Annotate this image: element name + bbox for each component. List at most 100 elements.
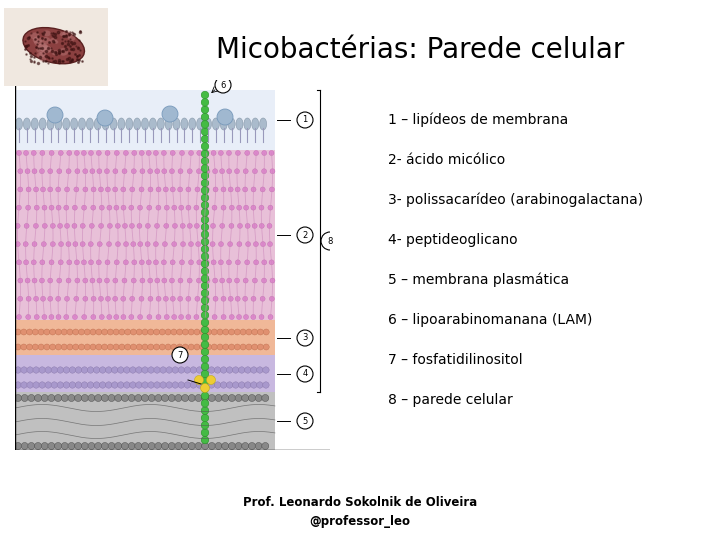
Circle shape bbox=[81, 395, 89, 402]
Circle shape bbox=[76, 382, 81, 388]
Circle shape bbox=[45, 382, 51, 388]
Circle shape bbox=[201, 392, 209, 400]
Circle shape bbox=[26, 296, 31, 301]
Circle shape bbox=[80, 241, 85, 247]
Circle shape bbox=[132, 260, 137, 265]
Circle shape bbox=[211, 260, 216, 265]
Circle shape bbox=[65, 224, 70, 228]
Ellipse shape bbox=[236, 118, 243, 130]
Circle shape bbox=[32, 37, 42, 44]
Circle shape bbox=[96, 260, 102, 265]
Circle shape bbox=[18, 278, 23, 283]
Circle shape bbox=[228, 442, 235, 449]
Circle shape bbox=[130, 329, 137, 335]
Circle shape bbox=[21, 329, 27, 335]
Circle shape bbox=[156, 314, 161, 320]
Circle shape bbox=[261, 278, 266, 283]
Ellipse shape bbox=[78, 118, 86, 130]
Circle shape bbox=[201, 370, 209, 378]
Circle shape bbox=[197, 260, 202, 265]
Circle shape bbox=[73, 205, 77, 210]
Circle shape bbox=[63, 382, 70, 388]
Circle shape bbox=[145, 241, 150, 247]
Circle shape bbox=[235, 187, 240, 192]
Circle shape bbox=[237, 205, 242, 210]
Ellipse shape bbox=[252, 118, 258, 130]
Circle shape bbox=[165, 329, 171, 335]
Circle shape bbox=[26, 205, 31, 210]
Circle shape bbox=[32, 241, 37, 247]
Circle shape bbox=[184, 382, 191, 388]
Circle shape bbox=[260, 187, 265, 192]
Circle shape bbox=[235, 442, 242, 449]
Circle shape bbox=[24, 224, 29, 228]
Circle shape bbox=[204, 296, 210, 301]
Circle shape bbox=[297, 330, 313, 346]
Circle shape bbox=[39, 367, 45, 373]
Circle shape bbox=[40, 151, 45, 156]
Circle shape bbox=[57, 278, 62, 283]
Text: 7 – fosfatidilinositol: 7 – fosfatidilinositol bbox=[388, 353, 523, 367]
Circle shape bbox=[262, 442, 269, 449]
Circle shape bbox=[264, 344, 269, 350]
Circle shape bbox=[131, 241, 136, 247]
Circle shape bbox=[94, 367, 100, 373]
Circle shape bbox=[113, 296, 117, 301]
Circle shape bbox=[154, 367, 161, 373]
Circle shape bbox=[121, 205, 126, 210]
Circle shape bbox=[24, 151, 29, 156]
Circle shape bbox=[68, 36, 76, 41]
Circle shape bbox=[159, 329, 166, 335]
Circle shape bbox=[68, 442, 75, 449]
Circle shape bbox=[123, 151, 128, 156]
Circle shape bbox=[215, 382, 221, 388]
Circle shape bbox=[81, 205, 86, 210]
Text: 5: 5 bbox=[302, 416, 307, 426]
Text: Prof. Leonardo Sokolnik de Oliveira
@professor_leo: Prof. Leonardo Sokolnik de Oliveira @pro… bbox=[243, 496, 477, 528]
Circle shape bbox=[260, 296, 265, 301]
Circle shape bbox=[130, 187, 135, 192]
Circle shape bbox=[135, 442, 142, 449]
Circle shape bbox=[201, 150, 209, 158]
Circle shape bbox=[162, 278, 167, 283]
Circle shape bbox=[155, 278, 160, 283]
Circle shape bbox=[246, 329, 252, 335]
Circle shape bbox=[139, 260, 144, 265]
Circle shape bbox=[37, 52, 45, 58]
Circle shape bbox=[91, 314, 96, 320]
Circle shape bbox=[252, 344, 258, 350]
Circle shape bbox=[268, 314, 273, 320]
Circle shape bbox=[201, 187, 209, 194]
Ellipse shape bbox=[63, 118, 70, 130]
Circle shape bbox=[269, 187, 274, 192]
Circle shape bbox=[204, 260, 210, 265]
Circle shape bbox=[41, 45, 51, 53]
Circle shape bbox=[142, 382, 148, 388]
Circle shape bbox=[220, 168, 225, 174]
Circle shape bbox=[142, 395, 148, 402]
Circle shape bbox=[240, 344, 246, 350]
Circle shape bbox=[188, 329, 194, 335]
Circle shape bbox=[255, 442, 262, 449]
Ellipse shape bbox=[23, 28, 84, 64]
Circle shape bbox=[251, 296, 256, 301]
Circle shape bbox=[217, 329, 223, 335]
Circle shape bbox=[55, 344, 61, 350]
Circle shape bbox=[156, 296, 161, 301]
Circle shape bbox=[49, 205, 54, 210]
Circle shape bbox=[163, 224, 168, 228]
Circle shape bbox=[148, 168, 153, 174]
Circle shape bbox=[27, 344, 32, 350]
Circle shape bbox=[168, 442, 175, 449]
Circle shape bbox=[201, 224, 209, 231]
Circle shape bbox=[136, 329, 143, 335]
Circle shape bbox=[186, 187, 191, 192]
Circle shape bbox=[136, 344, 143, 350]
Circle shape bbox=[189, 151, 194, 156]
Bar bbox=[15, 392, 275, 450]
Ellipse shape bbox=[39, 118, 46, 130]
Circle shape bbox=[201, 120, 209, 128]
Bar bbox=[15, 355, 275, 392]
Ellipse shape bbox=[220, 118, 228, 130]
Circle shape bbox=[56, 205, 61, 210]
